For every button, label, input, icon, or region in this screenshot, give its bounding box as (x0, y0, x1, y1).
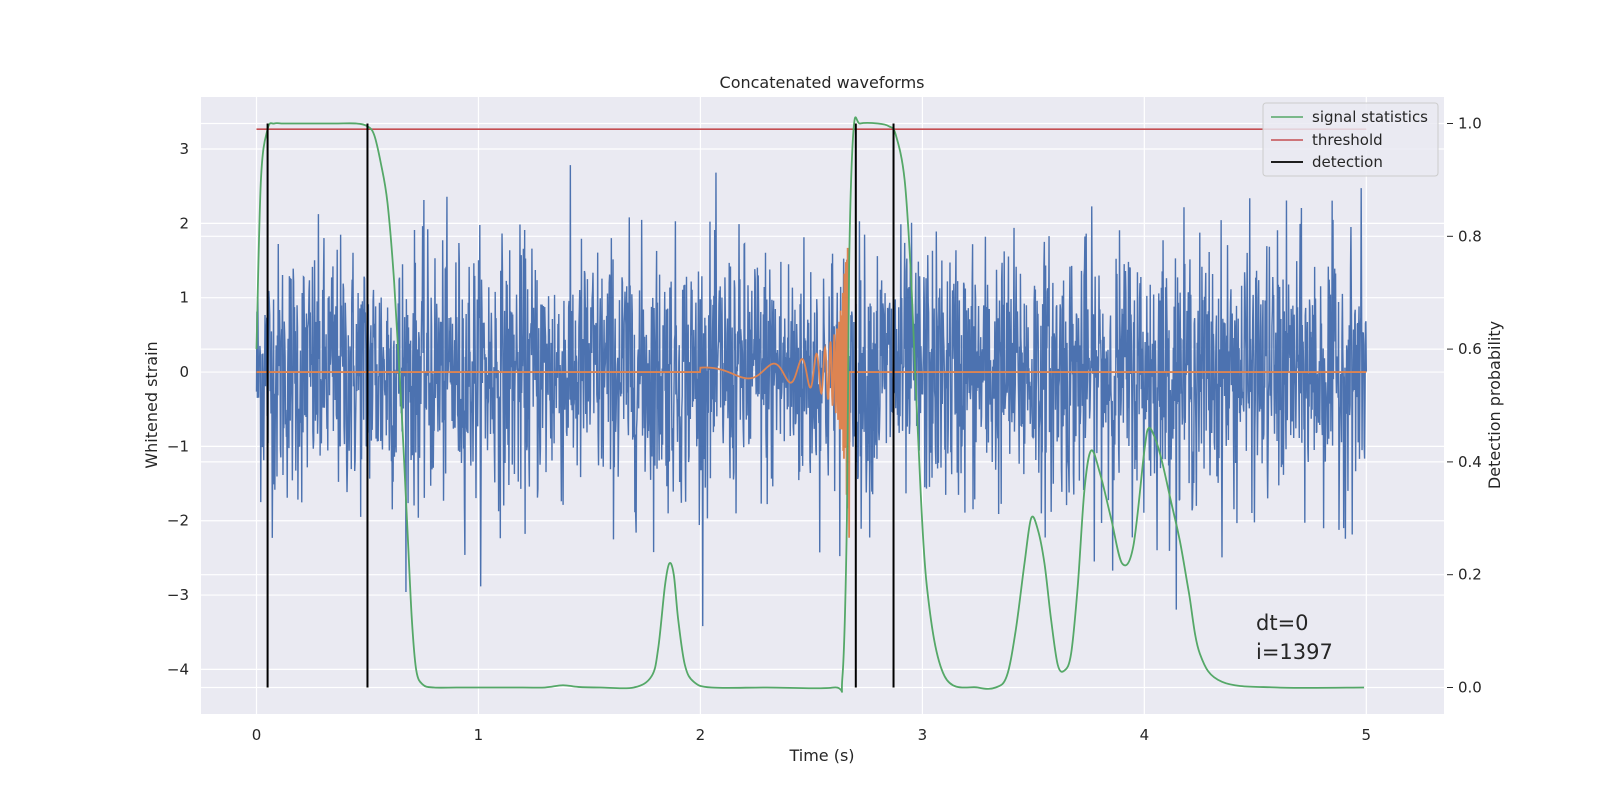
y-tick-label-right: 0.6 (1458, 340, 1482, 358)
series-layer (255, 116, 1368, 693)
legend-label-threshold: threshold (1312, 131, 1383, 149)
y-tick-label: −3 (167, 586, 189, 604)
x-axis-label: Time (s) (788, 746, 854, 765)
y-tick-label: −2 (167, 512, 189, 530)
series-signal-statistics-line (255, 116, 1365, 693)
y-tick-label: 0 (179, 363, 189, 381)
y-tick-label-right: 0.4 (1458, 453, 1482, 471)
y-tick-label-right: 0.2 (1458, 566, 1482, 584)
y-tick-label-right: 0.8 (1458, 227, 1482, 245)
x-tick-label: 3 (918, 726, 928, 744)
legend: signal statistics threshold detection (1262, 102, 1439, 177)
legend-frame (1262, 102, 1439, 177)
y-tick-label: 3 (179, 140, 189, 158)
annotation-dt: dt=0 (1256, 611, 1309, 635)
y-tick-label: 1 (179, 289, 189, 307)
y-axis-label: Whitened strain (142, 341, 161, 468)
x-tick-label: 2 (696, 726, 706, 744)
ticks-layer: 0 1 2 3 4 5 3 2 1 0 −1 −2 −3 −4 1.0 0.8 0.6 0.4 0.2 0.0 (167, 115, 1482, 744)
x-tick-label: 4 (1140, 726, 1150, 744)
x-tick-label: 0 (252, 726, 262, 744)
legend-label-signal-statistics: signal statistics (1312, 108, 1428, 126)
series-injected-signal-line (256, 247, 1367, 538)
y-tick-label-right: 0.0 (1458, 678, 1482, 696)
annotation-index: i=1397 (1256, 640, 1333, 664)
legend-label-detection: detection (1312, 153, 1383, 171)
chart-title: Concatenated waveforms (720, 73, 925, 92)
y-tick-label: −4 (167, 660, 189, 678)
x-tick-label: 5 (1362, 726, 1372, 744)
y-tick-label: −1 (167, 437, 189, 455)
x-tick-label: 1 (474, 726, 484, 744)
y-tick-label: 2 (179, 214, 189, 232)
y-tick-label-right: 1.0 (1458, 115, 1482, 133)
y-axis-label-right: Detection probability (1485, 321, 1504, 489)
